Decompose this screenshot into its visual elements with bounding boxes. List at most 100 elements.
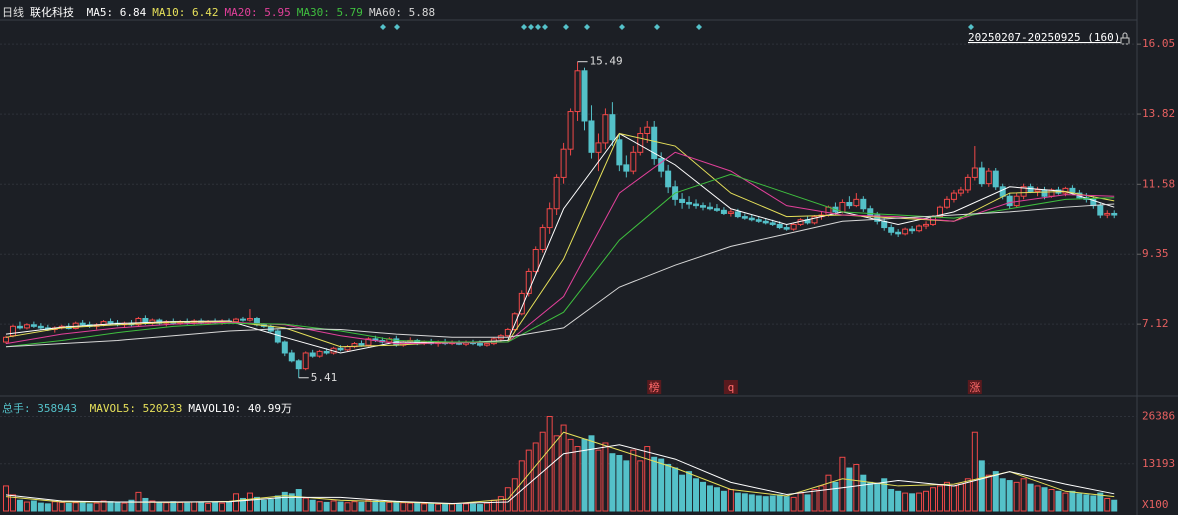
volume-bar: [239, 497, 246, 512]
volume-bar: [957, 483, 964, 512]
candle-body: [30, 324, 37, 327]
volume-bar: [198, 502, 205, 512]
volume-bar: [1090, 495, 1097, 512]
candle-body: [776, 223, 783, 229]
range-label[interactable]: 20250207-20250925 (160): [968, 31, 1120, 44]
candle-body: [546, 208, 553, 229]
volume-bar: [762, 496, 769, 512]
candle-body: [706, 206, 713, 210]
candle-body: [344, 346, 351, 351]
volume-bar: [1027, 483, 1034, 512]
candle-body: [999, 186, 1006, 197]
volume-bar: [511, 478, 518, 512]
candle-body: [1097, 205, 1104, 216]
candle-body: [483, 343, 490, 346]
mavol-legend: MAVOL5: 520233: [89, 402, 183, 415]
extreme-label: 15.49: [590, 55, 623, 68]
ma-line: [5, 132, 1115, 348]
candle-body: [511, 313, 518, 330]
volume-bar: [156, 501, 163, 512]
signal-marker: [528, 24, 534, 30]
candle-body: [302, 352, 309, 370]
volume-bar: [686, 471, 693, 512]
period: 日线: [2, 6, 24, 19]
candle-body: [609, 114, 616, 141]
volume-bar: [407, 502, 414, 512]
volume-bar: [930, 487, 937, 512]
candle-body: [867, 208, 874, 216]
candle-body: [950, 192, 957, 200]
volume-bar: [93, 502, 100, 512]
extreme-label: 5.41: [311, 371, 338, 384]
volume-bar: [832, 481, 839, 512]
volume-bar: [518, 460, 525, 512]
volume-bar: [163, 502, 170, 512]
volume-bar: [1041, 487, 1048, 512]
volume-bar: [1104, 497, 1111, 512]
volume-bar: [588, 435, 595, 512]
candle-body: [839, 201, 846, 213]
volume-bar: [916, 492, 923, 512]
volume-bar: [853, 463, 860, 512]
signal-marker: [654, 24, 660, 30]
candle-body: [309, 352, 316, 357]
ma-line: [5, 173, 1115, 348]
volume-bar: [421, 503, 428, 512]
volume-bar: [23, 501, 30, 512]
volume-bar: [65, 502, 72, 512]
y-tick-label: 7.12: [1142, 317, 1169, 330]
candle-body: [923, 223, 930, 227]
volume-bar: [463, 503, 470, 512]
volume-bar: [825, 474, 832, 512]
volume-bar: [623, 460, 630, 512]
y-tick-label: 26386: [1142, 410, 1175, 423]
candle-body: [686, 201, 693, 205]
volume-bar: [400, 502, 407, 512]
volume-bar: [776, 494, 783, 512]
candle-body: [783, 227, 790, 230]
event-tag-box: [723, 380, 738, 394]
signal-marker: [521, 24, 527, 30]
volume-bar: [184, 502, 191, 512]
volume-bar: [37, 502, 44, 512]
volume-bar: [1020, 478, 1027, 512]
volume-bar: [985, 474, 992, 512]
candle-body: [978, 167, 985, 185]
volume-bar: [442, 502, 449, 512]
signal-marker: [563, 24, 569, 30]
ma-legend: MA5: 6.84: [86, 6, 147, 19]
candle-body: [532, 249, 539, 272]
signal-marker: [619, 24, 625, 30]
volume-bar: [58, 501, 65, 512]
candle-body: [581, 70, 588, 122]
candle-body: [623, 164, 630, 172]
volume-bar: [302, 497, 309, 512]
volume-bar: [1034, 485, 1041, 512]
volume-bar: [525, 449, 532, 512]
candle-body: [323, 350, 330, 354]
y-tick-label: 11.58: [1142, 177, 1175, 190]
volume-bar: [651, 456, 658, 512]
volume-bar: [846, 467, 853, 512]
volume-bar: [456, 504, 463, 512]
volume-bar: [79, 501, 86, 512]
volume-bar: [358, 501, 365, 512]
volume-bar: [233, 493, 240, 512]
candle-body: [616, 139, 623, 166]
ma-legend: MA10: 6.42: [152, 6, 219, 19]
candle-body: [358, 343, 365, 346]
volume-bar: [888, 489, 895, 512]
volume-bar: [351, 501, 358, 512]
volume-bar: [288, 493, 295, 512]
candle-body: [860, 198, 867, 210]
volume-bar: [860, 474, 867, 512]
candle-body: [539, 227, 546, 251]
volume-bar: [950, 485, 957, 512]
volume-bar: [1013, 481, 1020, 512]
volume-bar: [783, 496, 790, 512]
volume-bar: [881, 478, 888, 512]
volume-bar: [44, 503, 51, 512]
candle-body: [1062, 187, 1069, 194]
event-tag-box: [647, 380, 662, 394]
volume-bar: [609, 453, 616, 512]
